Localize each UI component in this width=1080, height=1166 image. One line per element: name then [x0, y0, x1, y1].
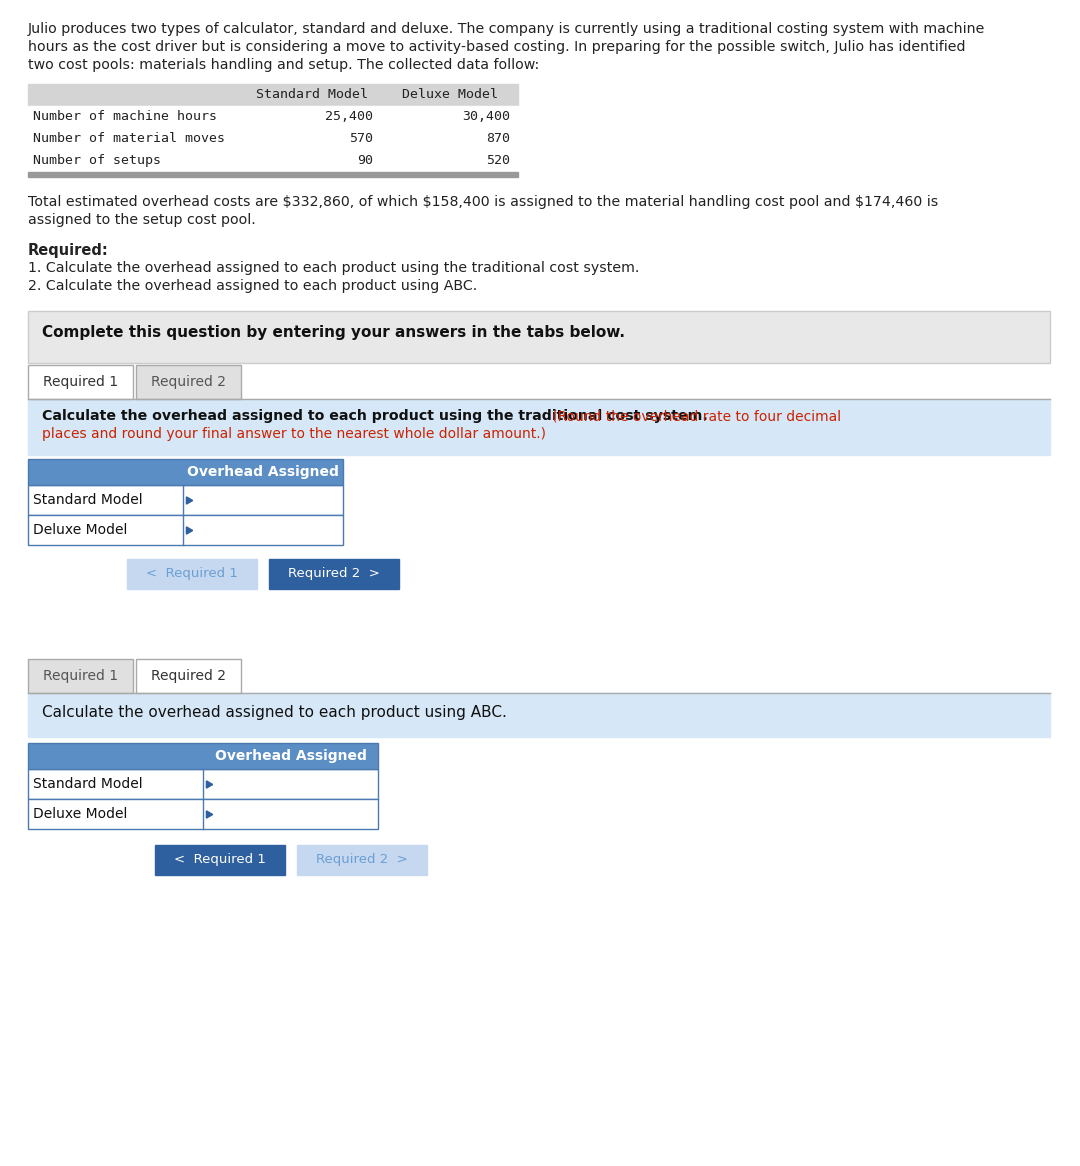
FancyBboxPatch shape: [28, 659, 133, 693]
FancyBboxPatch shape: [28, 693, 1050, 737]
Text: Required 2  >: Required 2 >: [315, 854, 407, 866]
Text: 570: 570: [349, 132, 373, 145]
Text: 1. Calculate the overhead assigned to each product using the traditional cost sy: 1. Calculate the overhead assigned to ea…: [28, 261, 639, 275]
FancyBboxPatch shape: [28, 106, 518, 128]
Text: Number of setups: Number of setups: [33, 154, 161, 167]
FancyBboxPatch shape: [28, 150, 518, 173]
Text: Required 2: Required 2: [151, 669, 226, 683]
Text: Overhead Assigned: Overhead Assigned: [215, 749, 366, 763]
Text: <  Required 1: < Required 1: [174, 854, 266, 866]
FancyBboxPatch shape: [28, 770, 378, 799]
FancyBboxPatch shape: [28, 365, 133, 399]
FancyBboxPatch shape: [28, 799, 378, 829]
Text: Required:: Required:: [28, 243, 109, 258]
Text: two cost pools: materials handling and setup. The collected data follow:: two cost pools: materials handling and s…: [28, 58, 539, 72]
Text: Required 2: Required 2: [151, 375, 226, 389]
Text: Required 1: Required 1: [43, 375, 118, 389]
FancyBboxPatch shape: [28, 399, 1050, 455]
Text: 25,400: 25,400: [325, 110, 373, 122]
Text: Complete this question by entering your answers in the tabs below.: Complete this question by entering your …: [42, 325, 625, 340]
Text: 2. Calculate the overhead assigned to each product using ABC.: 2. Calculate the overhead assigned to ea…: [28, 279, 477, 293]
FancyBboxPatch shape: [136, 659, 241, 693]
Text: Required 2  >: Required 2 >: [288, 567, 380, 580]
Text: Julio produces two types of calculator, standard and deluxe. The company is curr: Julio produces two types of calculator, …: [28, 22, 985, 36]
FancyBboxPatch shape: [269, 559, 399, 589]
Text: Deluxe Model: Deluxe Model: [402, 87, 498, 101]
FancyBboxPatch shape: [127, 559, 257, 589]
FancyBboxPatch shape: [154, 845, 284, 874]
Text: Required 1: Required 1: [43, 669, 118, 683]
Text: places and round your final answer to the nearest whole dollar amount.): places and round your final answer to th…: [42, 427, 546, 441]
Text: Standard Model: Standard Model: [33, 777, 143, 791]
Text: <  Required 1: < Required 1: [146, 567, 238, 580]
FancyBboxPatch shape: [28, 485, 343, 515]
Text: Calculate the overhead assigned to each product using ABC.: Calculate the overhead assigned to each …: [42, 705, 507, 719]
Text: Standard Model: Standard Model: [256, 87, 368, 101]
Text: Deluxe Model: Deluxe Model: [33, 807, 127, 821]
FancyBboxPatch shape: [28, 84, 518, 106]
Text: hours as the cost driver but is considering a move to activity-based costing. In: hours as the cost driver but is consider…: [28, 40, 966, 54]
Text: Number of material moves: Number of material moves: [33, 132, 225, 145]
FancyBboxPatch shape: [28, 743, 378, 770]
Text: 520: 520: [486, 154, 510, 167]
FancyBboxPatch shape: [28, 459, 343, 485]
Text: Calculate the overhead assigned to each product using the traditional cost syste: Calculate the overhead assigned to each …: [42, 409, 707, 423]
FancyBboxPatch shape: [28, 515, 343, 545]
Text: Number of machine hours: Number of machine hours: [33, 110, 217, 122]
Text: 870: 870: [486, 132, 510, 145]
FancyBboxPatch shape: [28, 173, 518, 177]
FancyBboxPatch shape: [136, 365, 241, 399]
Text: Total estimated overhead costs are $332,860, of which $158,400 is assigned to th: Total estimated overhead costs are $332,…: [28, 195, 939, 209]
Text: Deluxe Model: Deluxe Model: [33, 524, 127, 538]
Text: assigned to the setup cost pool.: assigned to the setup cost pool.: [28, 213, 256, 227]
FancyBboxPatch shape: [28, 311, 1050, 363]
FancyBboxPatch shape: [297, 845, 427, 874]
Text: 90: 90: [357, 154, 373, 167]
Text: Overhead Assigned: Overhead Assigned: [187, 465, 339, 479]
Text: 30,400: 30,400: [462, 110, 510, 122]
Text: Standard Model: Standard Model: [33, 493, 143, 507]
FancyBboxPatch shape: [28, 128, 518, 150]
Text: (Round the overhead rate to four decimal: (Round the overhead rate to four decimal: [552, 409, 841, 423]
